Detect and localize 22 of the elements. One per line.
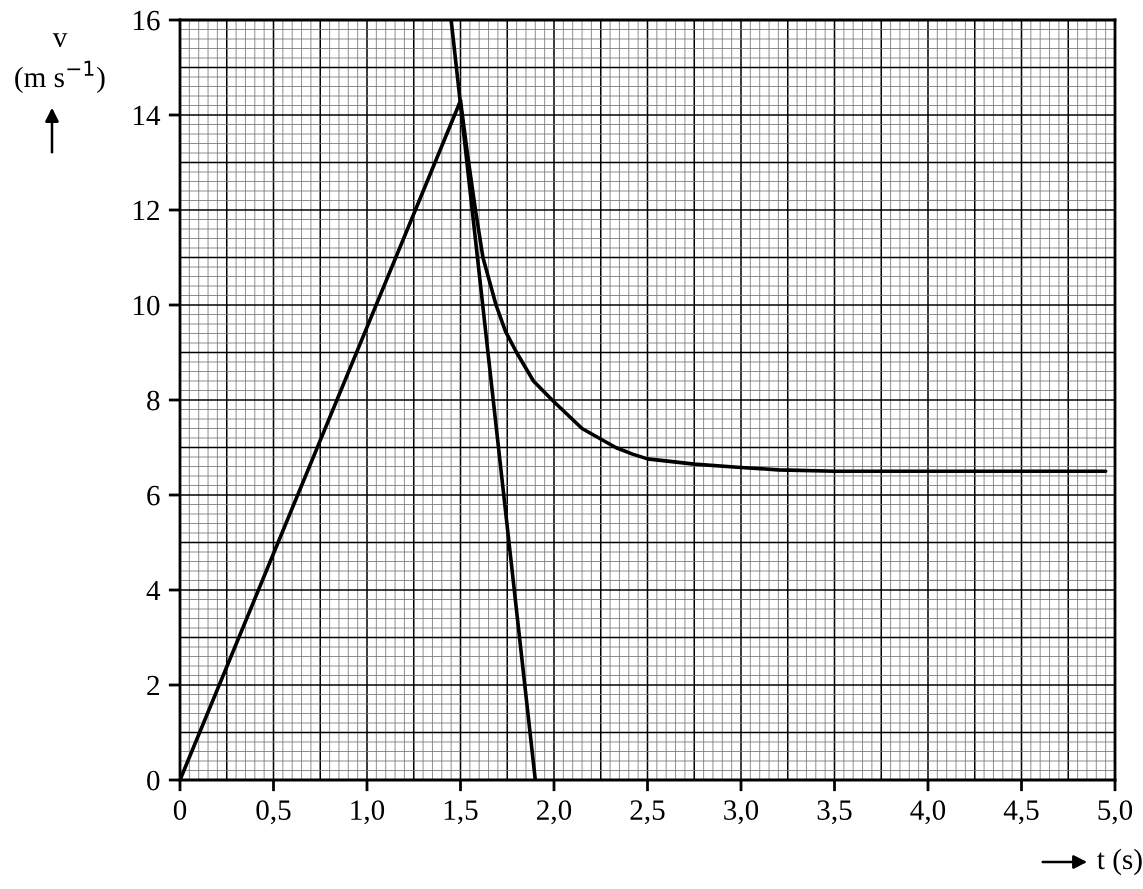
y-tick-label: 10: [133, 295, 160, 316]
y-tick-label: 2: [147, 675, 159, 696]
y-tick-label: 12: [133, 200, 159, 221]
x-tick-label: 1,5: [444, 800, 478, 825]
x-tick-label: 0,5: [256, 800, 291, 825]
x-tick-label: 4,0: [910, 800, 946, 825]
y-tick-label: 0: [147, 770, 160, 791]
x-axis-title: t (s): [1097, 848, 1142, 876]
x-tick-label: 5,0: [1098, 800, 1133, 825]
x-tick-label: 2,0: [537, 800, 572, 825]
y-tick-label: 16: [133, 10, 160, 31]
x-tick-label: 4,5: [1003, 800, 1039, 825]
y-tick-label: 8: [147, 390, 160, 411]
x-tick-label: 0: [173, 800, 187, 820]
y-tick-label: 4: [146, 580, 161, 601]
x-tick-label: 2,5: [630, 800, 665, 825]
y-tick-label: 14: [133, 105, 161, 126]
x-tick-label: 3,5: [817, 800, 852, 825]
x-tick-label: 1,0: [351, 800, 385, 825]
x-tick-label: 3,0: [724, 800, 759, 825]
y-axis-title: v (m s$^{−1}$): [15, 33, 105, 94]
y-tick-label: 6: [147, 485, 160, 506]
